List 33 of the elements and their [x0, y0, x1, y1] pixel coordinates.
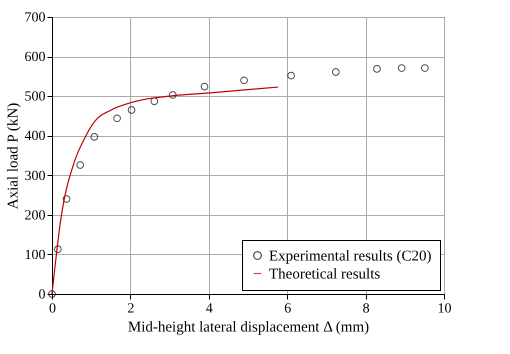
point — [398, 64, 406, 72]
y-tick-label: 600 — [24, 50, 46, 66]
point — [62, 195, 70, 203]
y-tick-label: 100 — [24, 248, 46, 263]
y-tick-label: 500 — [24, 90, 46, 105]
point — [373, 64, 381, 73]
point — [287, 72, 295, 80]
y-tick-label: 700 — [24, 10, 46, 26]
x-tick-label: 10 — [438, 302, 452, 316]
x-tick-label: 6 — [284, 302, 292, 316]
y-tick-label: 400 — [24, 129, 46, 144]
x-tick-label: 4 — [206, 302, 213, 316]
point — [128, 106, 136, 114]
point — [113, 114, 121, 122]
point — [90, 133, 98, 141]
point — [200, 82, 208, 90]
point — [420, 64, 429, 72]
y-tick-label: 300 — [24, 168, 46, 184]
y-tick-label: 0 — [38, 288, 46, 302]
point — [332, 68, 340, 76]
point — [240, 76, 248, 84]
x-tick-label: 2 — [127, 302, 134, 316]
y-axis-title: Axial load P (kN) — [6, 102, 22, 210]
y-tick-label: 200 — [24, 208, 46, 224]
legend-label: Theoretical results — [269, 266, 380, 282]
point — [168, 91, 177, 99]
point — [150, 97, 158, 106]
x-tick-label: 8 — [362, 302, 370, 316]
x-tick-label: 0 — [49, 302, 56, 316]
legend-label: Experimental results (C20) — [269, 248, 432, 264]
point — [76, 161, 84, 169]
point — [54, 245, 62, 254]
x-axis-title: Mid-height lateral displacement Δ (mm) — [128, 320, 370, 336]
